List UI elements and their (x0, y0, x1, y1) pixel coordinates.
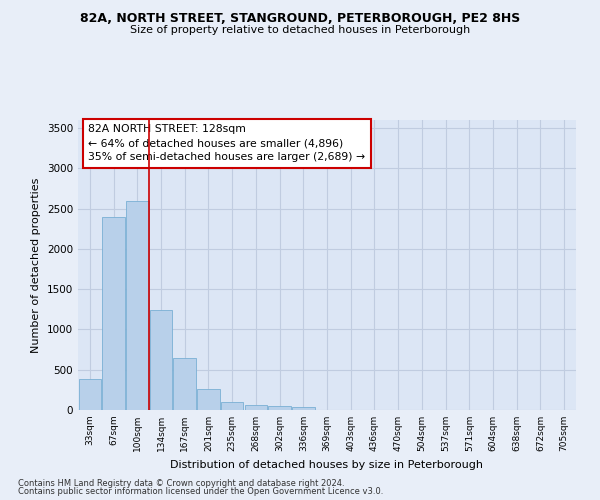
Text: 82A, NORTH STREET, STANGROUND, PETERBOROUGH, PE2 8HS: 82A, NORTH STREET, STANGROUND, PETERBORO… (80, 12, 520, 26)
Bar (150, 310, 172, 410)
Bar (126, 200, 149, 410)
Bar (268, 406, 291, 410)
Bar (245, 405, 267, 410)
Bar (292, 407, 314, 410)
Text: Contains HM Land Registry data © Crown copyright and database right 2024.: Contains HM Land Registry data © Crown c… (18, 478, 344, 488)
Text: Contains public sector information licensed under the Open Government Licence v3: Contains public sector information licen… (18, 487, 383, 496)
Bar (79, 378, 101, 410)
Y-axis label: Number of detached properties: Number of detached properties (31, 178, 41, 352)
Bar (173, 358, 196, 410)
X-axis label: Distribution of detached houses by size in Peterborough: Distribution of detached houses by size … (170, 460, 484, 469)
Text: Size of property relative to detached houses in Peterborough: Size of property relative to detached ho… (130, 25, 470, 35)
Bar (221, 402, 244, 410)
Bar (103, 216, 125, 410)
Bar (197, 390, 220, 410)
Text: 82A NORTH STREET: 128sqm
← 64% of detached houses are smaller (4,896)
35% of sem: 82A NORTH STREET: 128sqm ← 64% of detach… (88, 124, 365, 162)
